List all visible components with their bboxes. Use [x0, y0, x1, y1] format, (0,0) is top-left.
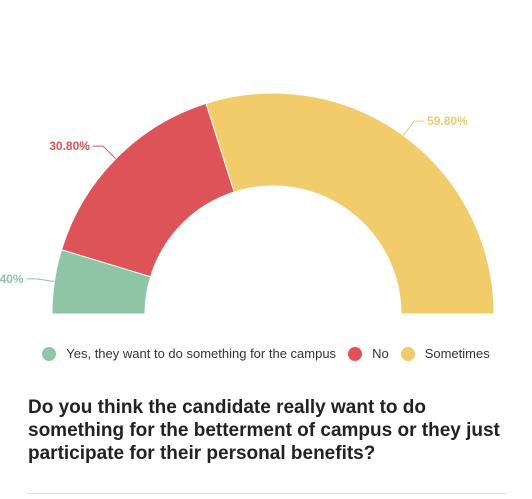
connector-no	[92, 145, 117, 160]
chart-legend: Yes, they want to do something for the c…	[0, 346, 532, 361]
legend-dot-no	[348, 346, 363, 361]
legend-label-no: No	[372, 346, 389, 361]
connector-sometimes	[403, 120, 425, 136]
connector-yes	[26, 278, 55, 282]
legend-label-yes: Yes, they want to do something for the c…	[66, 346, 337, 361]
legend-item-yes[interactable]: Yes, they want to do something for the c…	[42, 346, 336, 361]
slice-no[interactable]	[60, 102, 235, 278]
legend-item-sometimes[interactable]: Sometimes	[400, 346, 490, 361]
data-label-no: 30.80%	[49, 139, 90, 153]
legend-label-sometimes: Sometimes	[424, 346, 490, 361]
data-label-sometimes: 59.80%	[427, 114, 468, 128]
legend-dot-sometimes	[400, 346, 415, 361]
slice-sometimes[interactable]	[205, 92, 495, 315]
data-label-yes: 9.40%	[0, 272, 24, 286]
semi-donut-chart: 9.40% 30.80% 59.80%	[0, 92, 495, 315]
legend-dot-yes	[42, 346, 57, 361]
divider	[28, 493, 506, 494]
legend-item-no[interactable]: No	[348, 346, 389, 361]
poll-question: Do you think the candidate really want t…	[28, 397, 500, 464]
